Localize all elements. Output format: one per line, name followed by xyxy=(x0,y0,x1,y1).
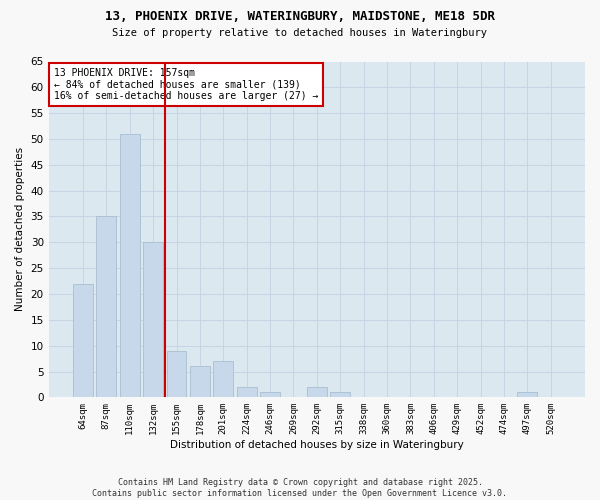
Bar xyxy=(97,216,116,398)
Bar xyxy=(190,366,210,398)
Bar xyxy=(307,387,327,398)
Text: Size of property relative to detached houses in Wateringbury: Size of property relative to detached ho… xyxy=(113,28,487,38)
Text: 13, PHOENIX DRIVE, WATERINGBURY, MAIDSTONE, ME18 5DR: 13, PHOENIX DRIVE, WATERINGBURY, MAIDSTO… xyxy=(105,10,495,23)
Bar xyxy=(260,392,280,398)
Bar xyxy=(143,242,163,398)
Bar xyxy=(517,392,537,398)
Bar xyxy=(237,387,257,398)
Text: 13 PHOENIX DRIVE: 157sqm
← 84% of detached houses are smaller (139)
16% of semi-: 13 PHOENIX DRIVE: 157sqm ← 84% of detach… xyxy=(54,68,319,102)
Text: Contains HM Land Registry data © Crown copyright and database right 2025.
Contai: Contains HM Land Registry data © Crown c… xyxy=(92,478,508,498)
Bar xyxy=(330,392,350,398)
Bar xyxy=(73,284,93,398)
X-axis label: Distribution of detached houses by size in Wateringbury: Distribution of detached houses by size … xyxy=(170,440,464,450)
Bar xyxy=(120,134,140,398)
Y-axis label: Number of detached properties: Number of detached properties xyxy=(15,148,25,312)
Bar xyxy=(167,351,187,398)
Bar xyxy=(214,361,233,398)
